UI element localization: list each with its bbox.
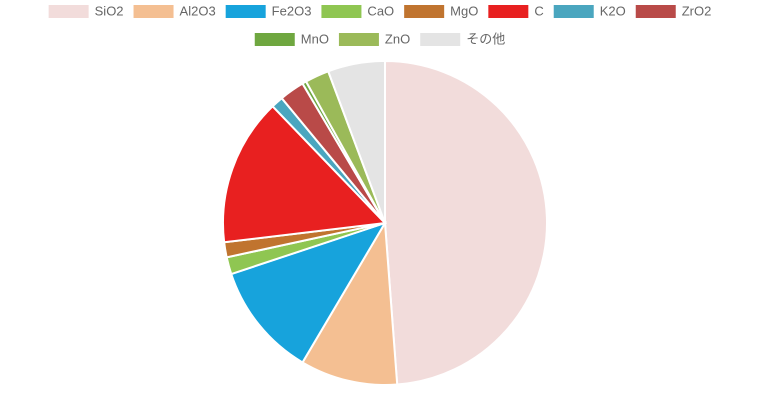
legend-item: Fe2O3 bbox=[225, 3, 312, 18]
pie-slice bbox=[229, 221, 388, 364]
legend-item: ZrO2 bbox=[635, 3, 712, 18]
legend-label: MgO bbox=[450, 3, 478, 18]
legend-item: MgO bbox=[404, 3, 478, 18]
legend-swatch bbox=[488, 5, 529, 18]
legend-label: Al2O3 bbox=[180, 3, 216, 18]
legend-label: ZrO2 bbox=[682, 3, 712, 18]
legend-swatch bbox=[553, 5, 594, 18]
legend-label: Fe2O3 bbox=[272, 3, 312, 18]
pie-slice bbox=[326, 59, 386, 224]
legend-swatch bbox=[420, 33, 461, 46]
legend-label: C bbox=[534, 3, 543, 18]
legend-label: ZnO bbox=[385, 31, 410, 46]
legend-item: SiO2 bbox=[48, 3, 124, 18]
legend-item: Al2O3 bbox=[133, 3, 216, 18]
pie-slice bbox=[301, 219, 399, 386]
legend-item: C bbox=[488, 3, 544, 18]
legend-item: その他 bbox=[420, 31, 505, 46]
pie-slice bbox=[222, 104, 388, 244]
legend-swatch bbox=[338, 33, 379, 46]
legend-item: K2O bbox=[553, 3, 626, 18]
legend-item: MnO bbox=[254, 31, 329, 46]
legend-item: CaO bbox=[321, 3, 394, 18]
legend-swatch bbox=[254, 33, 295, 46]
legend-swatch bbox=[321, 5, 362, 18]
legend-label: CaO bbox=[367, 3, 394, 18]
legend-label: MnO bbox=[301, 31, 329, 46]
legend-item: ZnO bbox=[338, 31, 410, 46]
legend-swatch bbox=[404, 5, 445, 18]
legend-swatch bbox=[48, 5, 89, 18]
legend-swatch bbox=[635, 5, 676, 18]
legend-swatch bbox=[225, 5, 266, 18]
legend-label: K2O bbox=[600, 3, 626, 18]
legend-swatch bbox=[133, 5, 174, 18]
legend-label: SiO2 bbox=[95, 3, 124, 18]
legend-label: その他 bbox=[466, 31, 505, 46]
pie-slice bbox=[384, 59, 549, 386]
